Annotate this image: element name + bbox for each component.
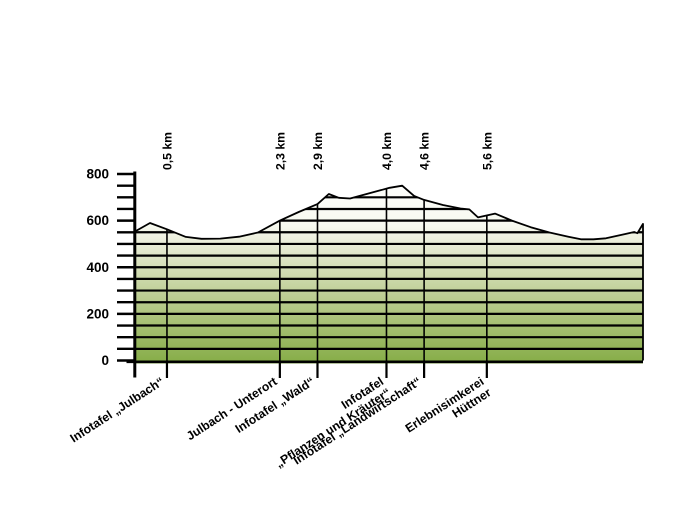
km-distance-label: 2,9 km <box>311 132 325 170</box>
km-distance-label: 2,3 km <box>273 132 287 170</box>
waypoint-name-label: Infotafel„Pflanzen und Kräuter“ <box>265 374 393 470</box>
y-axis-label: 200 <box>86 306 109 321</box>
km-distance-label: 0,5 km <box>160 132 174 170</box>
waypoint-name-label: Infotafel „Julbach“ <box>68 374 167 445</box>
km-distance-label: 5,6 km <box>480 132 494 170</box>
y-axis-label: 600 <box>86 213 109 228</box>
y-axis-label: 800 <box>86 167 109 182</box>
y-axis-label: 0 <box>101 353 109 368</box>
km-distance-label: 4,6 km <box>418 132 432 170</box>
waypoint-name-line: Infotafel „Julbach“ <box>68 374 167 445</box>
y-axis-label: 400 <box>86 260 109 275</box>
km-distance-label: 4,0 km <box>380 132 394 170</box>
profile-line <box>135 184 644 361</box>
